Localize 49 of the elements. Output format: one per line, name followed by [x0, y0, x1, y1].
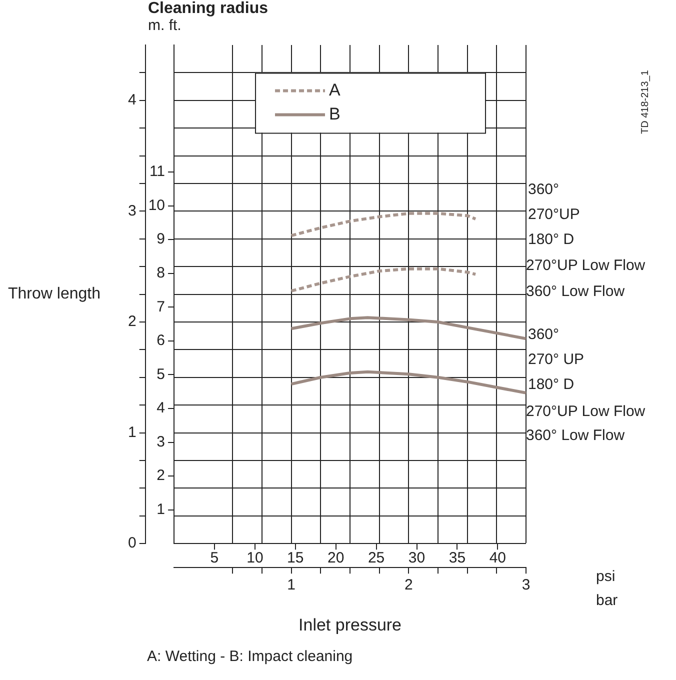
text: 270°UP: [528, 206, 580, 223]
y2-tick-label: 6: [156, 332, 166, 350]
text: psi: [596, 568, 616, 585]
x2-tick-label: 40: [489, 550, 506, 567]
y-tick-label: 2: [128, 313, 136, 330]
x-tick-label: 2: [404, 576, 413, 594]
x-tick-label: 1: [287, 576, 296, 594]
y2-tick-label: 10: [148, 196, 166, 214]
chart-title: Cleaning radius: [148, 0, 268, 18]
text: 180° D: [528, 376, 574, 393]
text: 270°UP Low Flow: [526, 257, 646, 274]
text: 360°: [528, 181, 560, 198]
text: 180° D: [528, 231, 574, 248]
text: 360° Low Flow: [526, 283, 625, 300]
x2-tick-label: 5: [210, 550, 219, 567]
y2-tick-label: 8: [156, 264, 166, 282]
line-series: [290, 212, 478, 238]
y2-tick-label: 3: [156, 433, 166, 450]
y2-tick-label: 1: [156, 500, 166, 518]
x2-tick-label: 35: [448, 550, 466, 567]
x2-tick-label: 30: [408, 550, 426, 567]
y-tick-label: 3: [128, 202, 136, 220]
x-axis-title: Inlet pressure: [298, 615, 402, 634]
x2-tick-label: 15: [287, 550, 304, 567]
y2-tick-label: 5: [156, 366, 166, 383]
legend-label: B: [329, 104, 340, 124]
legend-label: A: [329, 80, 342, 100]
x2-tick-label: 10: [246, 550, 264, 567]
y2-tick-label: 7: [156, 298, 166, 316]
x2-tick-label: 20: [328, 550, 344, 567]
y2-tick-label: 9: [156, 230, 166, 248]
text: bar: [596, 592, 618, 609]
y2-tick-label: 4: [156, 400, 166, 417]
y2-tick-label: 11: [149, 163, 166, 180]
text: 360°: [528, 326, 560, 343]
line-series: [290, 267, 478, 292]
text: TD 418-213_1: [640, 70, 651, 134]
x2-tick-label: 25: [368, 550, 385, 567]
y-tick-label: 0: [128, 534, 136, 552]
text: 270° UP: [528, 351, 584, 368]
text: A: Wetting - B: Impact cleaning: [147, 648, 353, 665]
x-tick-label: 3: [522, 576, 530, 594]
y-tick-label: 1: [128, 424, 136, 441]
text: 360° Low Flow: [526, 427, 625, 444]
text: 270°UP Low Flow: [526, 403, 646, 420]
y2-tick-label: 2: [156, 467, 166, 484]
y-tick-label: 4: [128, 92, 136, 109]
text: m. ft.: [148, 17, 182, 34]
y-axis-title: Throw length: [8, 286, 100, 303]
